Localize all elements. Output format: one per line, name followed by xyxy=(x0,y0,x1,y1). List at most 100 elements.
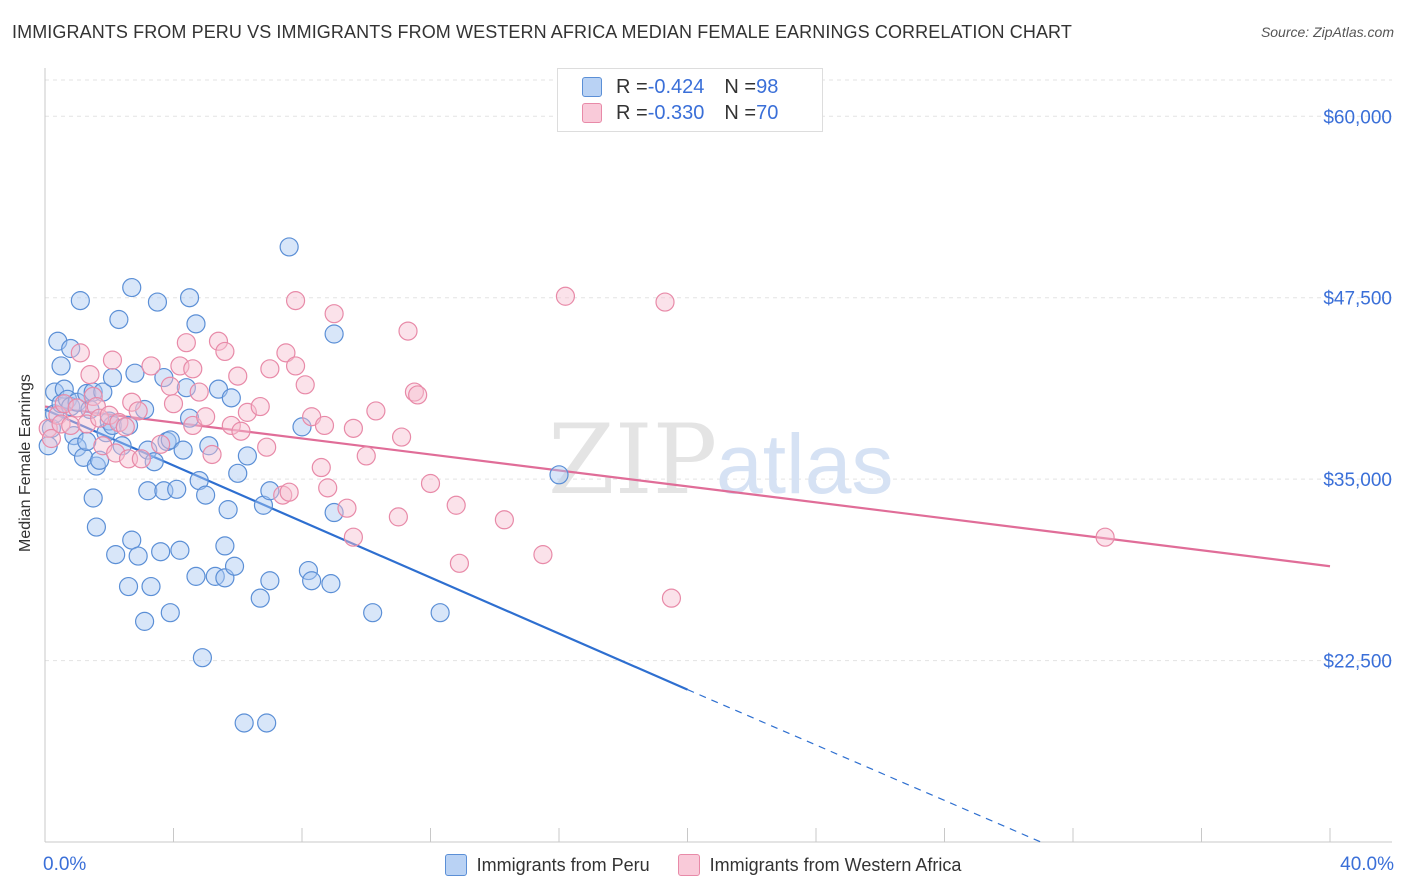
data-point-peru xyxy=(122,277,142,298)
data-point-peru xyxy=(167,479,187,499)
data-point-western-africa xyxy=(285,356,306,376)
data-point-western-africa xyxy=(408,385,428,405)
data-point-western-africa xyxy=(533,545,553,565)
data-point-peru xyxy=(237,446,257,466)
data-point-peru xyxy=(192,648,213,668)
data-point-peru xyxy=(173,440,193,460)
data-point-western-africa xyxy=(324,304,344,324)
data-point-peru xyxy=(151,542,171,562)
legend-swatch-peru xyxy=(582,77,602,97)
data-point-western-africa xyxy=(54,394,74,414)
chart-title: IMMIGRANTS FROM PERU VS IMMIGRANTS FROM … xyxy=(12,22,1072,42)
legend-r-label: R = xyxy=(616,75,648,98)
data-point-western-africa xyxy=(318,478,338,498)
data-point-western-africa xyxy=(343,418,363,438)
legend-n-value: 70 xyxy=(756,101,779,124)
data-point-peru xyxy=(102,367,123,388)
data-point-western-africa xyxy=(404,382,425,402)
data-point-western-africa xyxy=(279,482,299,502)
data-point-peru xyxy=(128,546,148,566)
data-point-peru xyxy=(122,530,142,550)
data-point-peru xyxy=(279,237,299,257)
data-point-peru xyxy=(176,378,196,398)
watermark-atlas: atlas xyxy=(716,417,893,511)
series-label-western-africa: Immigrants from Western Africa xyxy=(709,854,962,875)
data-point-western-africa xyxy=(555,286,576,306)
data-point-western-africa xyxy=(51,414,71,434)
data-point-western-africa xyxy=(449,553,470,573)
stats-legend: R = -0.424 N = 98 R = -0.330 N = 70 xyxy=(557,68,823,132)
data-point-western-africa xyxy=(398,321,418,341)
data-point-peru xyxy=(549,465,569,485)
data-point-western-africa xyxy=(276,343,296,363)
data-point-western-africa xyxy=(183,359,203,379)
data-point-peru xyxy=(257,713,277,733)
data-point-western-africa xyxy=(41,428,62,449)
data-point-western-africa xyxy=(115,417,135,437)
data-point-peru xyxy=(61,338,81,359)
data-point-peru xyxy=(302,571,322,591)
legend-n-label: N = xyxy=(724,75,757,98)
data-point-peru xyxy=(77,431,97,452)
legend-n-value: 98 xyxy=(756,75,779,98)
data-point-western-africa xyxy=(366,401,386,421)
series-legend-peru[interactable]: Immigrants from Peru xyxy=(444,854,650,876)
y-tick-label: $22,500 xyxy=(1323,652,1392,673)
data-point-peru xyxy=(147,292,168,312)
y-axis-title-wrap: Median Female Earnings xyxy=(0,300,52,625)
data-point-western-africa xyxy=(494,510,514,530)
data-point-peru xyxy=(90,450,110,470)
data-point-peru xyxy=(160,603,180,623)
data-point-peru xyxy=(118,576,139,597)
data-point-peru xyxy=(234,713,254,733)
data-point-peru xyxy=(134,611,155,631)
trendline-peru xyxy=(44,408,688,691)
y-tick-label: $35,000 xyxy=(1323,470,1392,491)
data-point-western-africa xyxy=(655,292,675,312)
y-tick-label: $47,500 xyxy=(1323,289,1392,310)
data-point-western-africa xyxy=(231,421,251,441)
source-credit: Source: ZipAtlas.com xyxy=(1260,24,1394,40)
data-point-western-africa xyxy=(1095,527,1115,547)
data-point-peru xyxy=(83,488,103,508)
data-point-western-africa xyxy=(221,415,241,436)
data-point-peru xyxy=(324,324,344,344)
data-point-peru xyxy=(70,291,90,311)
data-point-peru xyxy=(224,556,245,576)
data-point-western-africa xyxy=(311,457,331,478)
data-point-western-africa xyxy=(202,444,222,465)
legend-row-peru: R = -0.424 N = 98 xyxy=(582,75,778,99)
y-axis-title: Median Female Earnings xyxy=(17,373,34,552)
data-point-western-africa xyxy=(260,359,280,379)
data-point-peru xyxy=(86,517,107,537)
data-point-peru xyxy=(141,576,161,597)
data-point-western-africa xyxy=(356,446,376,466)
data-point-peru xyxy=(109,309,129,330)
data-point-peru xyxy=(125,363,145,383)
legend-r-value: -0.330 xyxy=(647,101,705,124)
data-point-western-africa xyxy=(70,343,90,363)
data-point-western-africa xyxy=(196,407,216,427)
data-point-peru xyxy=(228,463,248,483)
data-point-western-africa xyxy=(151,434,171,454)
data-point-peru xyxy=(170,540,190,560)
data-point-western-africa xyxy=(391,427,412,447)
data-point-peru xyxy=(67,437,87,457)
data-point-western-africa xyxy=(176,333,196,353)
data-point-western-africa xyxy=(208,331,229,351)
data-point-western-africa xyxy=(61,415,81,436)
data-point-western-africa xyxy=(160,376,180,396)
y-tick-label: $60,000 xyxy=(1323,107,1392,128)
series-label-peru: Immigrants from Peru xyxy=(476,854,650,875)
data-point-peru xyxy=(260,481,280,501)
data-point-western-africa xyxy=(446,495,466,515)
data-point-peru xyxy=(221,388,241,408)
data-point-peru xyxy=(160,430,180,450)
data-point-western-africa xyxy=(99,405,119,425)
series-legend-western-africa[interactable]: Immigrants from Western Africa xyxy=(677,854,962,876)
x-tick-label: 0.0% xyxy=(43,854,86,875)
data-point-western-africa xyxy=(102,350,123,370)
data-point-western-africa xyxy=(388,507,408,527)
data-point-peru xyxy=(205,566,225,586)
